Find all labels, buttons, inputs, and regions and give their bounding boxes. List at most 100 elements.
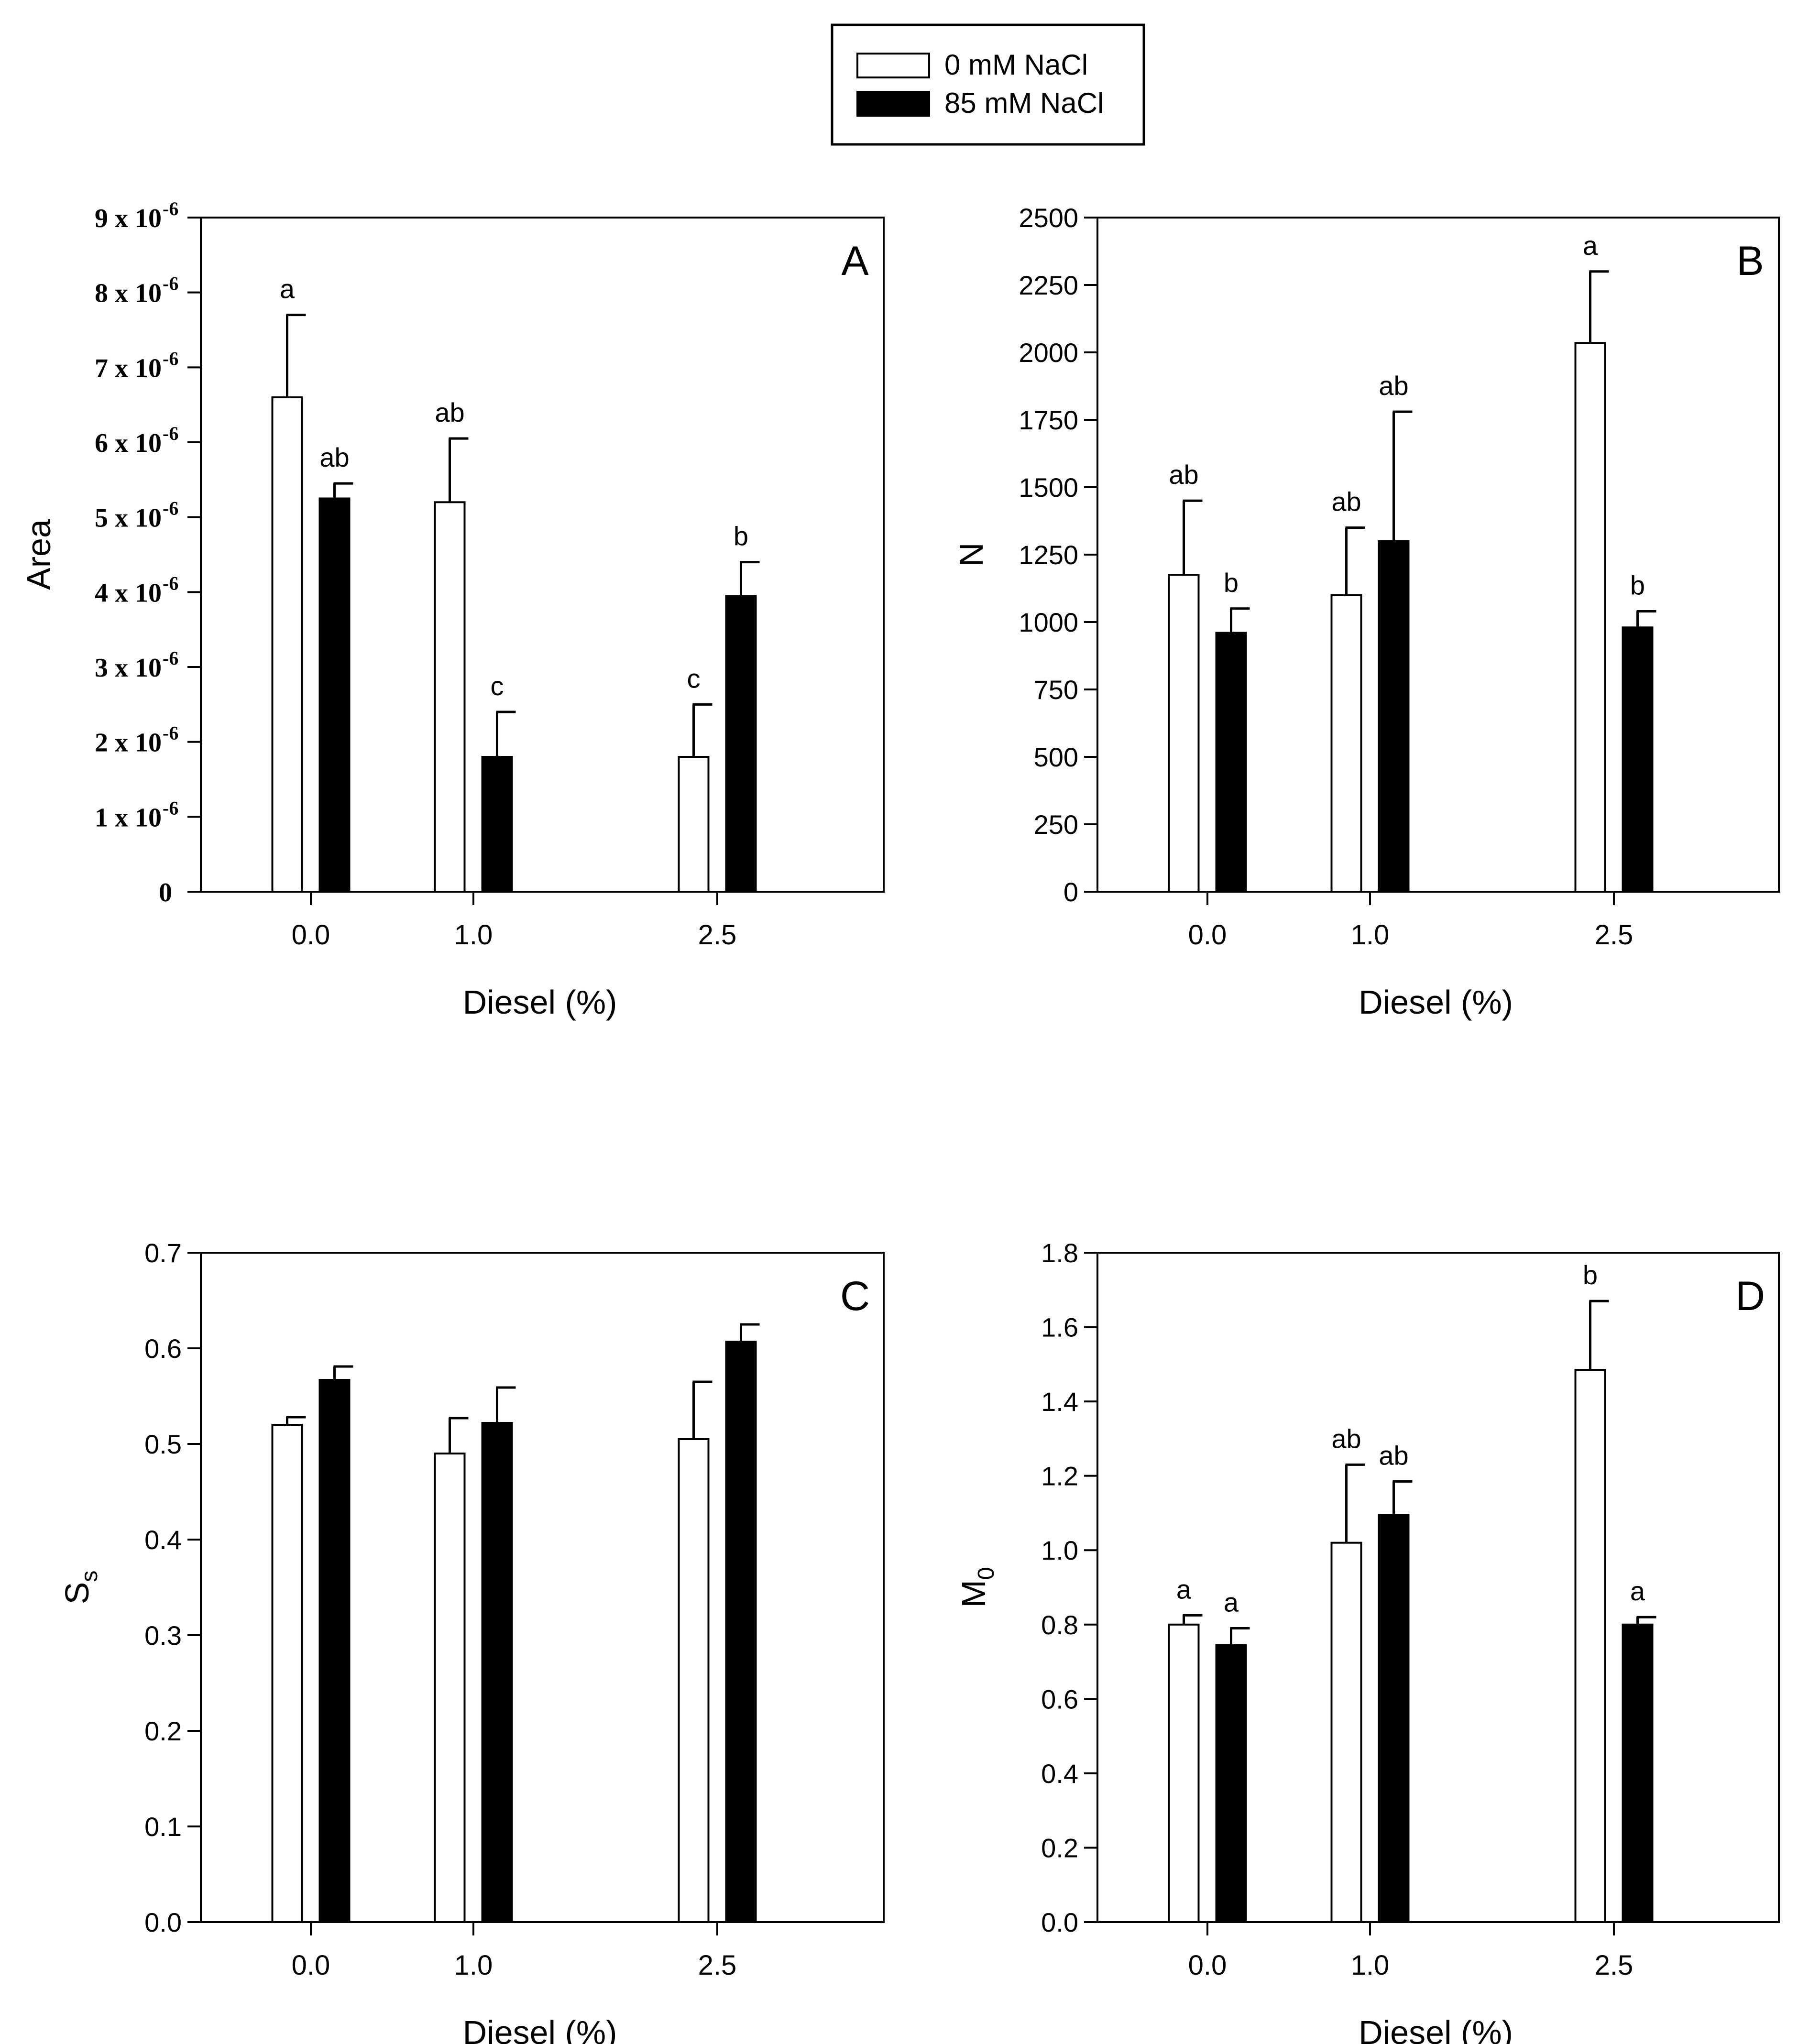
y-tick-label-d: 1.6 <box>1041 1312 1078 1343</box>
y-tick-label-a: 4 x 10 <box>95 578 162 608</box>
bar-a-s0-c0 <box>271 396 303 893</box>
panel-b: 0 250 500 750 1000 1250 1500 1750 2000 2250 2500 0.… <box>953 203 1780 1021</box>
significance-letter-a: b <box>734 521 748 551</box>
y-tick-label-d: 0.8 <box>1041 1610 1078 1640</box>
y-tick-label-a: 0 <box>159 878 172 907</box>
x-tick-label-d: 0.0 <box>1188 1950 1227 1981</box>
x-tick-label-a: 0.0 <box>292 919 330 951</box>
y-tick-label-c: 0.4 <box>144 1525 182 1555</box>
bar-b-s1-c2 <box>1622 626 1654 893</box>
bar-a-s1-c0 <box>318 497 351 893</box>
legend-frame <box>831 23 1145 146</box>
significance-letter-d: b <box>1583 1260 1598 1290</box>
y-axis-label-d: M0 <box>955 1567 999 1607</box>
bar-d-s1-c1 <box>1378 1514 1410 1923</box>
panel-d: 0.0 0.2 0.4 0.6 0.8 1.0 1.2 1.4 1.6 1.8 0.0 1.0 2.5 D… <box>955 1238 1780 2044</box>
y-tick-label-c: 0.2 <box>144 1716 182 1746</box>
legend-label-0mM: 0 mM NaCl <box>944 49 1088 81</box>
y-tick-label-a: 1 x 10 <box>95 803 162 832</box>
bar-d-s0-c2 <box>1574 1369 1606 1923</box>
y-tick-label-c: 0.1 <box>144 1812 182 1842</box>
significance-letter-b: ab <box>1331 487 1361 517</box>
significance-letter-b: a <box>1583 230 1598 261</box>
y-tick-label-b: 0 <box>1063 877 1078 907</box>
y-tick-label-d: 0.6 <box>1041 1684 1078 1714</box>
y-tick-label-c: 0.7 <box>144 1238 182 1268</box>
y-tick-label-a: 6 x 10 <box>95 428 162 458</box>
y-tick-label-b: 1250 <box>1019 540 1078 570</box>
panel-letter-d: D <box>1735 1273 1765 1319</box>
significance-letter-d: ab <box>1379 1440 1408 1470</box>
y-tick-label-b: 250 <box>1034 809 1078 840</box>
y-tick-label-b: 500 <box>1034 742 1078 772</box>
y-axis-label-a: Area <box>20 519 57 590</box>
y-tick-label-d: 1.8 <box>1041 1238 1078 1268</box>
significance-letter-d: ab <box>1331 1423 1361 1454</box>
x-axis-label-d: Diesel (%) <box>1359 2014 1513 2044</box>
significance-letter-b: b <box>1224 568 1239 598</box>
y-tick-label-c: 0.6 <box>144 1334 182 1364</box>
significance-letter-a: c <box>491 671 504 701</box>
significance-letter-a: a <box>280 274 295 304</box>
y-tick-superscript-a: -6 <box>163 198 178 219</box>
plot-frame-b <box>1096 217 1780 893</box>
panel-a: 01 x 10 -62 x 10 -63 x 10 -64 x 10 -65 x 10-… <box>20 198 885 1021</box>
x-axis-label-a: Diesel (%) <box>463 984 617 1021</box>
panel-letter-c: C <box>840 1273 870 1319</box>
significance-letter-d: a <box>1224 1587 1239 1618</box>
y-tick-label-b: 2000 <box>1019 338 1078 368</box>
y-tick-label-b: 1500 <box>1019 472 1078 503</box>
y-tick-label-c: 0.3 <box>144 1620 182 1651</box>
bar-d-s1-c0 <box>1215 1644 1247 1924</box>
bar-b-s0-c1 <box>1330 594 1362 893</box>
y-tick-label-a: 8 x 10 <box>95 279 162 308</box>
x-tick-label-b: 2.5 <box>1595 919 1634 951</box>
y-tick-label-d: 1.0 <box>1041 1535 1078 1565</box>
y-tick-label-d: 0.2 <box>1041 1833 1078 1863</box>
x-tick-label-d: 1.0 <box>1351 1950 1390 1981</box>
bar-b-s0-c0 <box>1168 574 1200 893</box>
plot-frame-a <box>200 217 885 893</box>
bar-c-s0-c0 <box>271 1424 303 1923</box>
y-tick-label-d: 1.4 <box>1041 1387 1078 1417</box>
y-tick-superscript-a: -6 <box>163 348 178 369</box>
significance-letter-a: ab <box>435 397 464 427</box>
significance-letter-b: ab <box>1379 371 1408 401</box>
bar-c-s1-c0 <box>318 1379 351 1923</box>
y-tick-label-a: 7 x 10 <box>95 353 162 383</box>
significance-letter-d: a <box>1630 1576 1645 1606</box>
plot-frame-c <box>200 1252 885 1923</box>
y-tick-label-a: 3 x 10 <box>95 653 162 683</box>
bar-d-s0-c1 <box>1330 1541 1362 1924</box>
y-tick-label-b: 2500 <box>1019 203 1078 233</box>
y-tick-label-c: 0.0 <box>144 1907 182 1937</box>
bar-b-s0-c2 <box>1574 342 1606 893</box>
bar-b-s1-c1 <box>1378 540 1410 893</box>
panel-c: 0.0 0.1 0.2 0.3 0.4 0.5 0.6 0.7 0.0 1.0 2.5 Diesel … <box>58 1238 885 2044</box>
bar-c-s0-c2 <box>678 1438 710 1923</box>
legend-swatch-open <box>856 53 930 78</box>
y-tick-label-d: 0.0 <box>1041 1907 1078 1937</box>
bar-a-s1-c1 <box>481 756 513 893</box>
y-tick-superscript-a: -6 <box>163 572 178 594</box>
bar-b-s1-c0 <box>1215 632 1247 893</box>
significance-letter-a: c <box>687 663 701 693</box>
bar-c-s1-c1 <box>481 1422 513 1923</box>
significance-letter-a: ab <box>319 442 349 472</box>
bar-a-s0-c1 <box>434 501 466 893</box>
y-tick-label-b: 1000 <box>1019 607 1078 637</box>
x-tick-label-c: 2.5 <box>698 1950 737 1981</box>
y-tick-superscript-a: -6 <box>163 498 178 519</box>
y-axis-label-subscript-d: 0 <box>974 1567 999 1580</box>
y-axis-label-c: Ss <box>58 1571 102 1605</box>
x-tick-label-a: 1.0 <box>454 919 493 951</box>
x-tick-label-a: 2.5 <box>698 919 737 951</box>
y-axis-label-subscript-c: s <box>77 1571 102 1582</box>
bar-c-s1-c2 <box>725 1341 757 1923</box>
y-tick-superscript-a: -6 <box>163 273 178 295</box>
bar-d-s1-c2 <box>1622 1623 1654 1924</box>
bar-a-s1-c2 <box>725 595 757 893</box>
y-tick-label-b: 750 <box>1034 675 1078 705</box>
y-tick-label-c: 0.5 <box>144 1429 182 1459</box>
